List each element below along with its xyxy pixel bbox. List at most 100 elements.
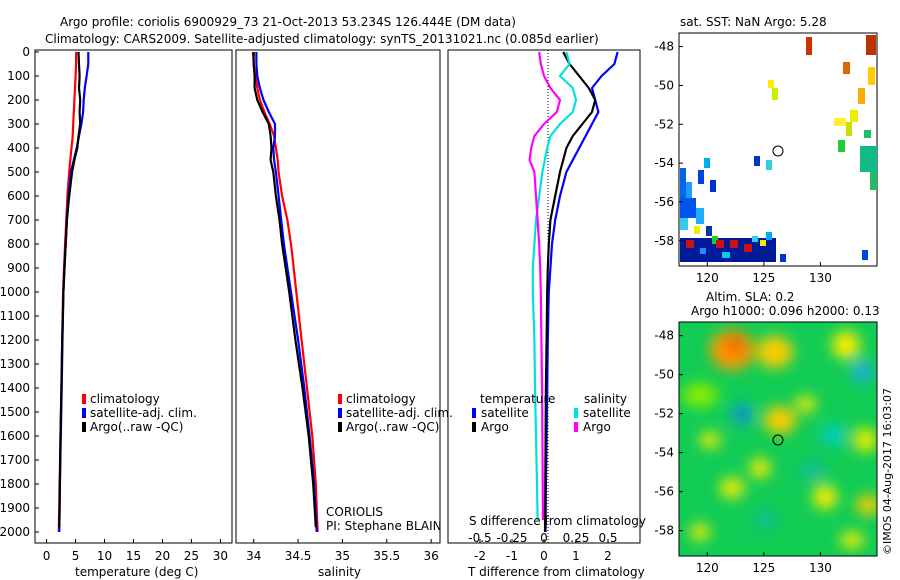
s-tick-label: -0.25 bbox=[496, 531, 527, 545]
x-tick-label: 35.5 bbox=[373, 549, 400, 563]
depth-tick-label: 800 bbox=[7, 237, 30, 251]
sst-pixel bbox=[766, 232, 772, 240]
sst-pixel bbox=[710, 180, 716, 192]
legend-label: satellite bbox=[583, 406, 631, 420]
sst-pixel bbox=[843, 62, 850, 74]
legend-label: Argo(..raw -QC) bbox=[346, 420, 439, 434]
x-tick-label: -1 bbox=[506, 549, 518, 563]
temperature-x-axis: 0 5 10 15 20 25 30 bbox=[43, 539, 228, 563]
x-tick-label: 0 bbox=[43, 549, 51, 563]
legend-label: climatology bbox=[90, 392, 160, 406]
salinity-x-axis: 34 34.5 35 35.5 36 bbox=[246, 539, 439, 563]
lat-tick-label: -54 bbox=[654, 446, 674, 460]
legend-label: Argo bbox=[583, 420, 611, 434]
temperature-lines bbox=[57, 51, 90, 533]
title-line2: Climatology: CARS2009. Satellite-adjuste… bbox=[45, 32, 599, 46]
depth-tick-label: 900 bbox=[7, 261, 30, 275]
watermark: ©IMOS 04-Aug-2017 16:03:07 bbox=[881, 388, 894, 555]
legend-label: satellite-adj. clim. bbox=[346, 406, 453, 420]
legend-swatch-climatology bbox=[338, 394, 342, 404]
sla-blob bbox=[690, 524, 710, 540]
depth-tick-label: 200 bbox=[7, 93, 30, 107]
depth-tick-label: 1300 bbox=[0, 357, 30, 371]
salinity-axes-frame bbox=[235, 49, 441, 544]
s-tick-label: 0.25 bbox=[563, 531, 590, 545]
depth-tick-label: 1500 bbox=[0, 405, 30, 419]
legend-swatch-t-satellite bbox=[472, 408, 476, 418]
lon-tick-label: 120 bbox=[696, 271, 719, 285]
legend-swatch-satellite bbox=[338, 408, 342, 418]
sst-pixel bbox=[754, 156, 760, 166]
sla-blob bbox=[725, 335, 745, 355]
sst-pixel bbox=[680, 218, 688, 230]
sst-pixel bbox=[806, 37, 812, 55]
series-line bbox=[528, 51, 562, 521]
x-tick-label: 34.5 bbox=[285, 549, 312, 563]
legend-swatch-climatology bbox=[82, 394, 86, 404]
sst-pixel bbox=[780, 254, 786, 262]
salinity-legend: climatology satellite-adj. clim. Argo(..… bbox=[338, 392, 453, 434]
sst-pixel bbox=[700, 248, 706, 254]
x-tick-label: 0 bbox=[540, 549, 548, 563]
lat-tick-label: -48 bbox=[654, 40, 674, 54]
sst-pixel bbox=[730, 240, 738, 248]
lon-tick-label: 125 bbox=[752, 271, 775, 285]
sla-blob bbox=[750, 458, 770, 478]
sst-pixel bbox=[860, 146, 877, 172]
series-line bbox=[544, 51, 619, 533]
depth-tick-label: 300 bbox=[7, 117, 30, 131]
sst-pixel bbox=[744, 244, 752, 252]
lon-tick-label: 130 bbox=[809, 271, 832, 285]
legend-swatch-argo bbox=[82, 422, 86, 432]
sst-pixel bbox=[766, 160, 772, 170]
sla-blob bbox=[736, 407, 748, 421]
institution-label: CORIOLIS bbox=[326, 505, 383, 519]
s-tick-label: 0 bbox=[540, 531, 548, 545]
sst-pixel bbox=[858, 88, 865, 104]
depth-tick-label: 1700 bbox=[0, 453, 30, 467]
sst-pixel bbox=[712, 236, 718, 244]
difference-xlabel: T difference from climatology bbox=[467, 565, 645, 579]
depth-tick-label: 1400 bbox=[0, 381, 30, 395]
lat-tick-label: -56 bbox=[654, 485, 674, 499]
sla-blob bbox=[796, 396, 816, 412]
depth-tick-label: 100 bbox=[7, 69, 30, 83]
depth-tick-label: 1900 bbox=[0, 501, 30, 515]
sla-blob bbox=[800, 462, 824, 478]
depth-tick-label: 1000 bbox=[0, 285, 30, 299]
legend-swatch-t-argo bbox=[472, 422, 476, 432]
sla-blob bbox=[840, 532, 864, 548]
sst-pixel bbox=[686, 240, 694, 248]
sla-blob bbox=[757, 336, 793, 368]
sla-blob bbox=[853, 428, 877, 452]
legend-label: Argo bbox=[481, 420, 509, 434]
x-tick-label: 35 bbox=[335, 549, 350, 563]
lat-tick-label: -50 bbox=[654, 368, 674, 382]
x-tick-label: 2 bbox=[604, 549, 612, 563]
sst-pixel bbox=[870, 172, 877, 190]
depth-tick-label: 1200 bbox=[0, 333, 30, 347]
sla-blob bbox=[852, 362, 872, 382]
legend-header: salinity bbox=[584, 392, 627, 406]
sla-map-axes: -48 -50 -52 -54 -56 -58 120 125 130 bbox=[654, 329, 831, 575]
sla-blob bbox=[856, 495, 877, 515]
x-tick-label: 20 bbox=[155, 549, 170, 563]
lat-tick-label: -56 bbox=[654, 195, 674, 209]
x-tick-label: 5 bbox=[72, 549, 80, 563]
sst-pixel bbox=[768, 80, 774, 88]
difference-legend: temperature salinity satellite Argo sate… bbox=[472, 392, 631, 434]
sst-pixel bbox=[680, 168, 686, 198]
depth-tick-label: 0 bbox=[22, 45, 30, 59]
series-line bbox=[255, 52, 318, 533]
lon-tick-label: 130 bbox=[809, 561, 832, 575]
sla-map-title2: Argo h1000: 0.096 h2000: 0.13 bbox=[691, 304, 880, 318]
sla-field bbox=[679, 322, 877, 556]
sst-pixel bbox=[772, 88, 778, 100]
difference-xlabel2: S difference from climatology bbox=[469, 514, 646, 528]
sst-pixel bbox=[722, 252, 730, 258]
sst-map-axes: -48 -50 -52 -54 -56 -58 120 125 130 bbox=[654, 40, 831, 285]
temperature-axes-frame bbox=[34, 49, 233, 544]
title-line1: Argo profile: coriolis 6900929_73 21-Oct… bbox=[60, 15, 516, 29]
depth-tick-label: 400 bbox=[7, 141, 30, 155]
sla-blob bbox=[682, 383, 718, 407]
